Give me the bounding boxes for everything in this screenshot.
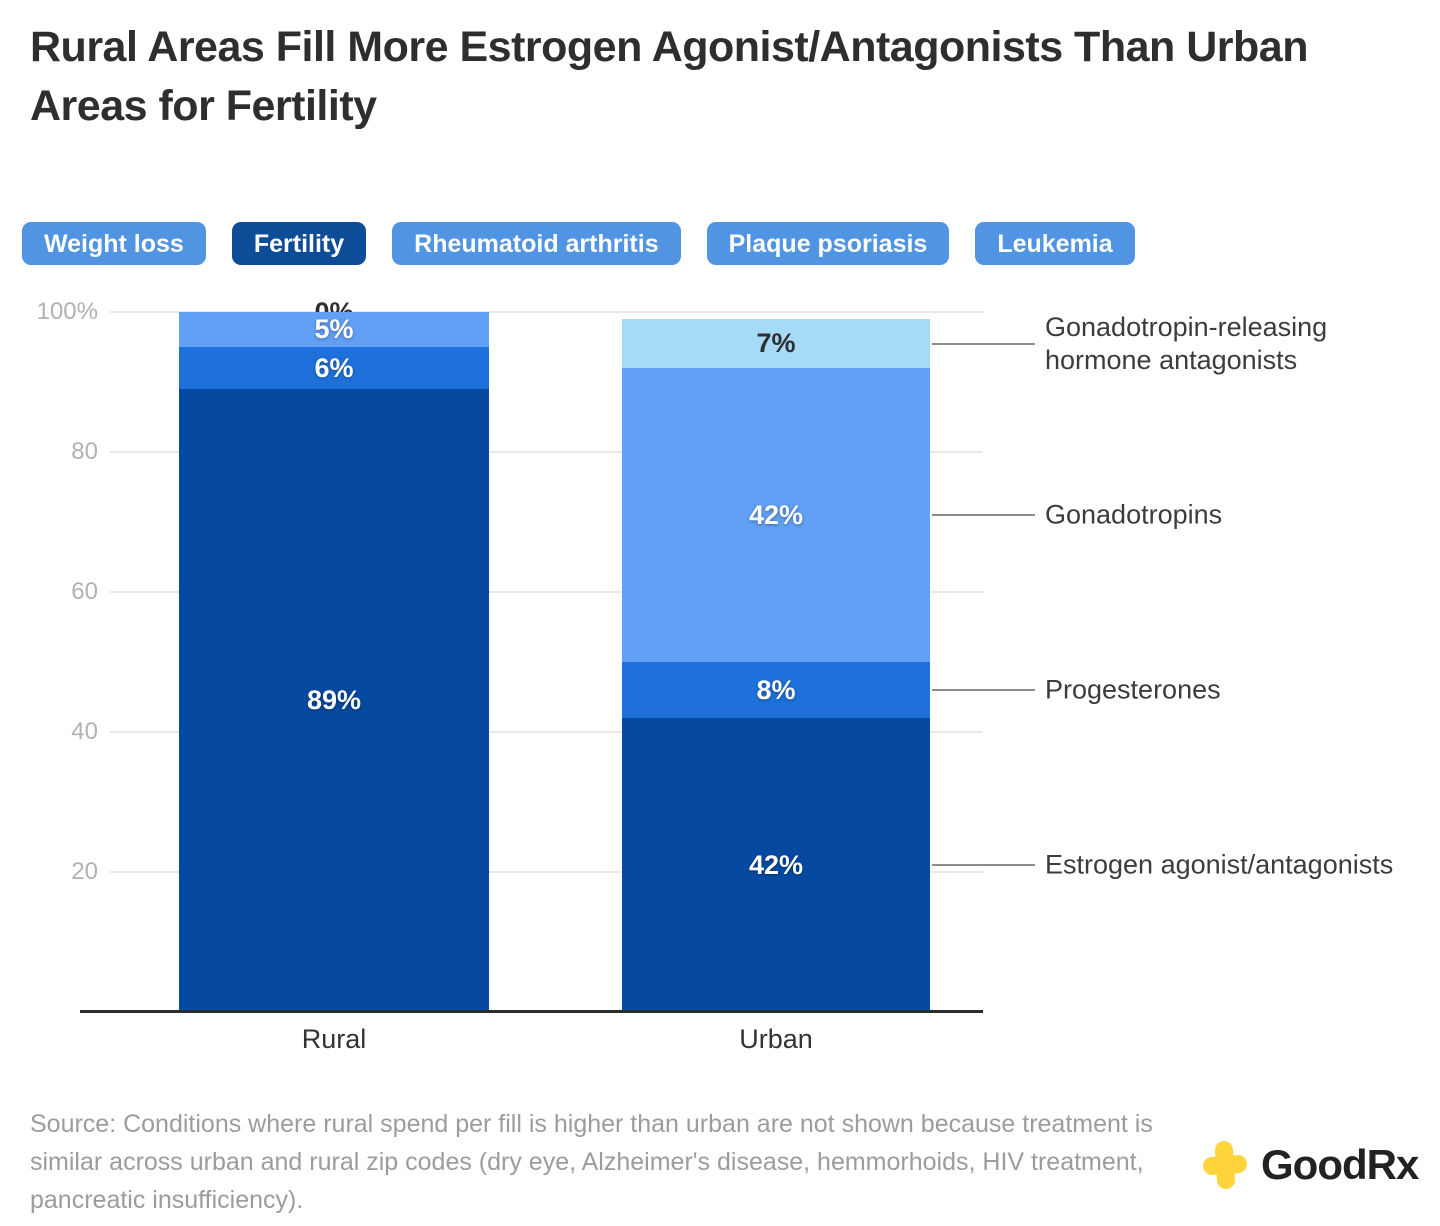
- chart-title: Rural Areas Fill More Estrogen Agonist/A…: [30, 23, 1308, 130]
- bar-segment: [622, 319, 930, 368]
- bar-segment: [622, 368, 930, 662]
- callout-line: [932, 342, 1035, 345]
- condition-tabs: Weight loss Fertility Rheumatoid arthrit…: [22, 222, 1135, 265]
- y-gridline: [110, 871, 983, 873]
- x-axis-line: [80, 1010, 983, 1013]
- y-gridline: [110, 731, 983, 733]
- legend-label-line: Estrogen agonist/antagonists: [1045, 849, 1394, 880]
- tab-weight-loss[interactable]: Weight loss: [22, 222, 206, 265]
- callout-line: [932, 689, 1035, 691]
- goodrx-logo: GoodRx: [1202, 1140, 1419, 1190]
- segment-value-label: 42%: [748, 499, 804, 530]
- x-axis-label: Rural: [301, 1024, 367, 1054]
- y-gridline: [110, 451, 983, 453]
- y-tick-label: 80: [71, 438, 98, 465]
- callout-line: [932, 864, 1035, 866]
- segment-value-label: 7%: [756, 328, 796, 358]
- segment-value-label: 5%: [314, 314, 354, 344]
- legend-label: Gonadotropins: [1045, 499, 1435, 532]
- source-note: Source: Conditions where rural spend per…: [30, 1110, 1153, 1214]
- y-tick-label: 40: [71, 718, 98, 745]
- goodrx-logo-text: GoodRx: [1261, 1141, 1419, 1188]
- tab-plaque-psoriasis[interactable]: Plaque psoriasis: [706, 222, 950, 265]
- legend-label-line: hormone antagonists: [1045, 344, 1298, 375]
- legend-label-line: Progesterones: [1045, 674, 1221, 705]
- y-tick-label: 60: [71, 578, 98, 605]
- bar-segment: [179, 347, 489, 389]
- bar-segment: [179, 312, 489, 347]
- tab-fertility[interactable]: Fertility: [231, 222, 367, 265]
- legend-label: Progesterones: [1045, 674, 1435, 707]
- y-tick-label: 20: [71, 858, 98, 885]
- legend-label: Gonadotropin-releasing hormone antagonist…: [1045, 311, 1435, 377]
- segment-value-label: 6%: [314, 352, 354, 383]
- bar-segment: [622, 718, 930, 1012]
- segment-value-label: 89%: [306, 685, 362, 715]
- x-axis-label: Urban: [739, 1024, 813, 1054]
- legend-label-line: Gonadotropins: [1045, 499, 1223, 530]
- segment-value-label: 8%: [756, 674, 796, 705]
- legend-label: Estrogen agonist/antagonists: [1045, 849, 1435, 882]
- goodrx-plus-icon: [1203, 1141, 1247, 1189]
- y-gridline: [110, 591, 983, 593]
- segment-value-label: 42%: [748, 849, 804, 880]
- tab-rheumatoid-arthritis[interactable]: Rheumatoid arthritis: [392, 222, 681, 265]
- segment-value-label: 0%: [314, 296, 354, 327]
- y-gridline: [110, 311, 983, 313]
- bar-segment: [179, 389, 489, 1012]
- y-tick-label: 100%: [36, 298, 98, 325]
- tab-leukemia[interactable]: Leukemia: [975, 222, 1135, 265]
- bar-segment: [622, 662, 930, 718]
- callout-line: [932, 514, 1035, 516]
- legend-label-line: Gonadotropin-releasing: [1045, 311, 1328, 342]
